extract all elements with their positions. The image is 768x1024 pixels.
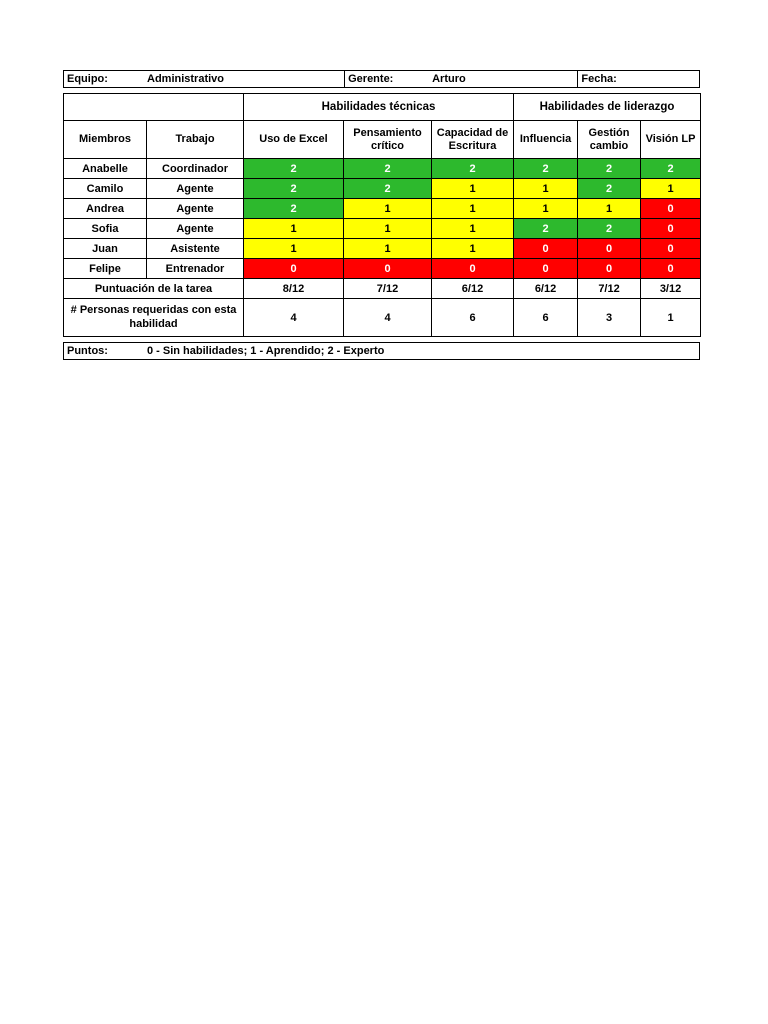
skills-matrix-table: Habilidades técnicas Habilidades de lide…	[63, 93, 702, 337]
skill-cell: 1	[430, 198, 515, 219]
skill-cell: 0	[513, 238, 579, 259]
required-people-row: # Personas requeridas con esta habilidad…	[63, 298, 702, 337]
skill-cell: 0	[430, 258, 515, 279]
group-technical-skills: Habilidades técnicas	[242, 93, 515, 121]
skill-cell: 2	[343, 158, 432, 179]
col-header-vision: Visión LP	[640, 120, 702, 159]
skill-cell: 0	[640, 238, 702, 259]
table-row: Anabelle Coordinador 2 2 2 2 2 2	[63, 158, 702, 179]
col-header-influencia: Influencia	[513, 120, 579, 159]
member-job: Agente	[146, 198, 244, 219]
task-score-value: 7/12	[577, 278, 642, 299]
group-header-row: Habilidades técnicas Habilidades de lide…	[63, 93, 702, 121]
skill-cell: 1	[577, 198, 642, 219]
member-name: Camilo	[63, 178, 147, 199]
required-people-label: # Personas requeridas con esta habilidad	[63, 298, 244, 337]
skill-cell: 0	[513, 258, 579, 279]
table-row: Sofia Agente 1 1 1 2 2 0	[63, 218, 702, 239]
column-header-row: Miembros Trabajo Uso de Excel Pensamient…	[63, 120, 702, 159]
gerente-value: Arturo	[432, 73, 466, 85]
fecha-label: Fecha:	[581, 73, 617, 85]
equipo-value: Administrativo	[147, 73, 225, 85]
skill-cell: 1	[513, 198, 579, 219]
legend-text: 0 - Sin habilidades; 1 - Aprendido; 2 - …	[147, 345, 385, 357]
task-score-value: 3/12	[640, 278, 702, 299]
table-row: Andrea Agente 2 1 1 1 1 0	[63, 198, 702, 219]
col-header-pensamiento: Pensamiento crítico	[343, 120, 432, 159]
skill-cell: 2	[640, 158, 702, 179]
member-job: Agente	[146, 178, 244, 199]
group-leadership-skills: Habilidades de liderazgo	[513, 93, 702, 121]
skill-cell: 0	[577, 258, 642, 279]
skill-cell: 2	[577, 178, 642, 199]
required-people-value: 6	[430, 298, 515, 337]
col-header-trabajo: Trabajo	[146, 120, 244, 159]
skill-cell: 2	[243, 178, 344, 199]
skill-cell: 0	[640, 218, 702, 239]
skill-cell: 2	[577, 218, 642, 239]
col-header-gestion: Gestión cambio	[577, 120, 642, 159]
table-row: Juan Asistente 1 1 1 0 0 0	[63, 238, 702, 259]
skill-cell: 1	[430, 238, 515, 259]
col-header-escritura: Capacidad de Escritura	[430, 120, 515, 159]
skill-cell: 1	[513, 178, 579, 199]
skill-cell: 2	[513, 158, 579, 179]
required-people-value: 6	[513, 298, 579, 337]
skill-cell: 1	[343, 238, 432, 259]
member-name: Felipe	[63, 258, 147, 279]
equipo-label: Equipo:	[67, 73, 108, 85]
skill-cell: 1	[243, 238, 344, 259]
col-header-excel: Uso de Excel	[243, 120, 344, 159]
skill-cell: 0	[343, 258, 432, 279]
gerente-label: Gerente:	[348, 73, 394, 85]
member-name: Andrea	[63, 198, 147, 219]
member-name: Sofia	[63, 218, 147, 239]
skill-cell: 1	[343, 198, 432, 219]
member-name: Juan	[63, 238, 147, 259]
skill-cell: 0	[577, 238, 642, 259]
table-row: Felipe Entrenador 0 0 0 0 0 0	[63, 258, 702, 279]
skill-cell: 1	[640, 178, 702, 199]
member-job: Entrenador	[146, 258, 244, 279]
skill-cell: 0	[243, 258, 344, 279]
skill-cell: 2	[243, 198, 344, 219]
skill-cell: 2	[343, 178, 432, 199]
task-score-value: 7/12	[343, 278, 432, 299]
meta-row: Equipo: Administrativo Gerente: Arturo F…	[63, 70, 700, 88]
task-score-value: 8/12	[243, 278, 344, 299]
col-header-miembros: Miembros	[63, 120, 147, 159]
skill-cell: 2	[577, 158, 642, 179]
member-job: Agente	[146, 218, 244, 239]
skill-cell: 1	[430, 218, 515, 239]
member-job: Coordinador	[146, 158, 244, 179]
skill-cell: 2	[513, 218, 579, 239]
table-row: Camilo Agente 2 2 1 1 2 1	[63, 178, 702, 199]
legend-row: Puntos: 0 - Sin habilidades; 1 - Aprendi…	[63, 342, 700, 360]
legend-label: Puntos:	[67, 345, 108, 357]
skill-cell: 1	[343, 218, 432, 239]
member-job: Asistente	[146, 238, 244, 259]
task-score-row: Puntuación de la tarea 8/12 7/12 6/12 6/…	[63, 278, 702, 299]
fecha-cell: Fecha:	[577, 71, 699, 87]
required-people-value: 1	[640, 298, 702, 337]
skill-cell: 2	[243, 158, 344, 179]
skill-cell: 2	[430, 158, 515, 179]
skill-cell: 0	[640, 198, 702, 219]
skill-cell: 1	[430, 178, 515, 199]
skill-cell: 1	[243, 218, 344, 239]
required-people-value: 4	[343, 298, 432, 337]
task-score-value: 6/12	[513, 278, 579, 299]
gerente-cell: Gerente: Arturo	[344, 71, 577, 87]
member-name: Anabelle	[63, 158, 147, 179]
task-score-label: Puntuación de la tarea	[63, 278, 244, 299]
required-people-value: 3	[577, 298, 642, 337]
required-people-value: 4	[243, 298, 344, 337]
equipo-cell: Equipo: Administrativo	[64, 71, 344, 87]
spreadsheet-document: Equipo: Administrativo Gerente: Arturo F…	[63, 70, 702, 360]
group-empty-cell	[63, 93, 244, 121]
skill-cell: 0	[640, 258, 702, 279]
task-score-value: 6/12	[430, 278, 515, 299]
